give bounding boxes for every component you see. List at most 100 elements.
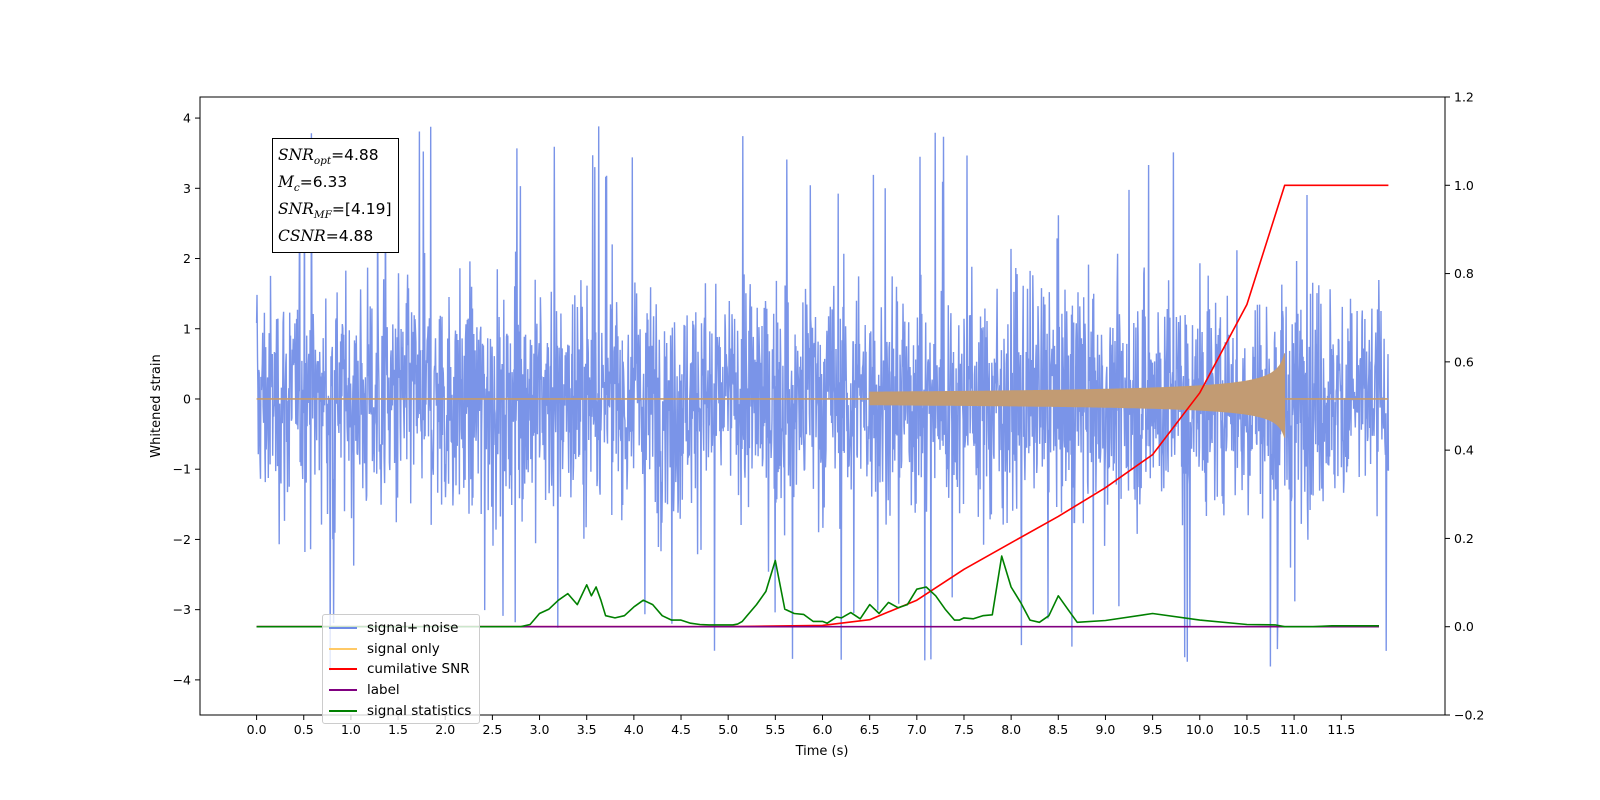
x-tick: 3.5 [577,715,597,737]
snr-mf-value: =[4.19] [331,200,392,219]
y2-tick: 0.8 [1445,266,1474,281]
x-tick-label: 3.0 [530,722,550,737]
series-signal-noise [255,126,1390,671]
x-tick: 5.0 [718,715,738,737]
x-tick-label: 10.5 [1233,722,1261,737]
x-tick-label: 2.0 [435,722,455,737]
x-axis-label: Time (s) [795,744,849,759]
mc-line: Mc=6.33 [278,173,348,195]
mc-value: =6.33 [299,173,348,192]
x-tick: 10.5 [1233,715,1261,737]
x-tick: 9.0 [1096,715,1116,737]
x-tick: 10.0 [1186,715,1214,737]
x-tick: 0.5 [294,715,314,737]
legend-entry-signal-only: signal only [323,639,479,660]
legend: signal+ noise signal only cumilative SNR… [322,614,480,724]
y-tick-label: −4 [173,672,191,687]
legend-entry-signal-statistics: signal statistics [323,700,479,721]
y2-tick-label: 0.4 [1454,443,1474,458]
x-tick-label: 0.0 [247,722,267,737]
legend-label: cumilative SNR [367,661,470,678]
y2-tick: 0.6 [1445,354,1474,369]
x-tick-label: 9.5 [1143,722,1163,737]
y-tick: −1 [173,462,200,477]
y2-tick: 0.0 [1445,619,1474,634]
y2-tick-label: 1.0 [1454,178,1474,193]
x-tick-label: 2.5 [482,722,502,737]
x-tick-label: 11.5 [1327,722,1355,737]
x-tick: 4.0 [624,715,644,737]
x-tick-label: 8.5 [1048,722,1068,737]
legend-swatch [329,627,357,630]
y2-tick: 0.2 [1445,531,1474,546]
y-tick-label: −3 [173,602,191,617]
y2-tick-label: 0.6 [1454,354,1474,369]
x-tick-label: 0.5 [294,722,314,737]
y2-tick: −0.2 [1445,708,1484,723]
y-tick-label: −2 [173,532,191,547]
y-tick: 3 [183,181,200,196]
x-tick-label: 3.5 [577,722,597,737]
x-tick: 7.0 [907,715,927,737]
x-tick: 4.5 [671,715,691,737]
legend-label: signal statistics [367,702,472,719]
x-tick-label: 6.0 [813,722,833,737]
x-tick-label: 9.0 [1096,722,1116,737]
legend-label: signal+ noise [367,620,459,637]
x-tick: 7.5 [954,715,974,737]
legend-swatch [329,668,357,671]
y-tick: 1 [183,321,200,336]
y-tick-label: 1 [183,321,191,336]
y2-tick-label: 0.0 [1454,619,1474,634]
x-tick: 8.5 [1048,715,1068,737]
legend-entry-label: label [323,680,479,701]
snr-opt-line: SNRopt=4.88 [278,146,379,168]
y2-tick-label: −0.2 [1454,708,1484,723]
y2-axis-ticks: 1.2 1.0 0.8 0.6 0.4 0.2 0.0 −0.2 [1445,90,1484,723]
series-signal-only-chirp [869,353,1286,438]
x-tick-label: 4.5 [671,722,691,737]
x-tick: 0.0 [247,715,267,737]
csnr-line: CSNR=4.88 [278,227,374,246]
x-tick: 8.0 [1001,715,1021,737]
y-axis-ticks: 4 3 2 1 0 −1 −2 −3 −4 [173,111,200,687]
y2-tick: 0.4 [1445,443,1474,458]
y-tick: −4 [173,672,200,687]
x-tick-label: 5.5 [765,722,785,737]
x-tick: 5.5 [765,715,785,737]
x-tick-label: 8.0 [1001,722,1021,737]
y-tick: −2 [173,532,200,547]
y2-tick: 1.0 [1445,178,1474,193]
y-tick: 2 [183,251,200,266]
y2-tick-label: 1.2 [1454,90,1474,105]
legend-entry-signal-noise: signal+ noise [323,618,479,639]
series-signal-statistics [256,555,1379,628]
x-axis-ticks: 0.0 0.5 1.0 1.5 2.0 2.5 3.0 3.5 4.0 4.5 5.0 5.5 6.0 6… [247,715,1355,737]
x-tick: 6.0 [813,715,833,737]
y-tick-label: 0 [183,391,191,406]
series-layer [255,126,1390,671]
y-tick-label: 2 [183,251,191,266]
x-tick-label: 5.0 [718,722,738,737]
x-tick: 2.5 [482,715,502,737]
legend-entry-cumulative-snr: cumilative SNR [323,659,479,680]
y2-tick-label: 0.2 [1454,531,1474,546]
x-tick-label: 1.5 [388,722,408,737]
x-tick-label: 4.0 [624,722,644,737]
legend-swatch [329,647,357,650]
y-axis-label: Whitened strain [149,354,164,457]
y-tick: −3 [173,602,200,617]
y-tick: 4 [183,111,200,126]
y-tick-label: 3 [183,181,191,196]
x-tick: 3.0 [530,715,550,737]
legend-swatch [329,689,357,692]
x-tick-label: 6.5 [860,722,880,737]
snr-opt-value: =4.88 [331,146,379,164]
x-tick: 9.5 [1143,715,1163,737]
csnr-value: =4.88 [325,227,374,246]
x-tick-label: 1.0 [341,722,361,737]
x-tick: 11.0 [1280,715,1308,737]
legend-swatch [329,709,357,712]
snr-annotation-box: SNRopt=4.88 Mc=6.33 SNRMF=[4.19] CSNR=4.… [272,138,399,254]
